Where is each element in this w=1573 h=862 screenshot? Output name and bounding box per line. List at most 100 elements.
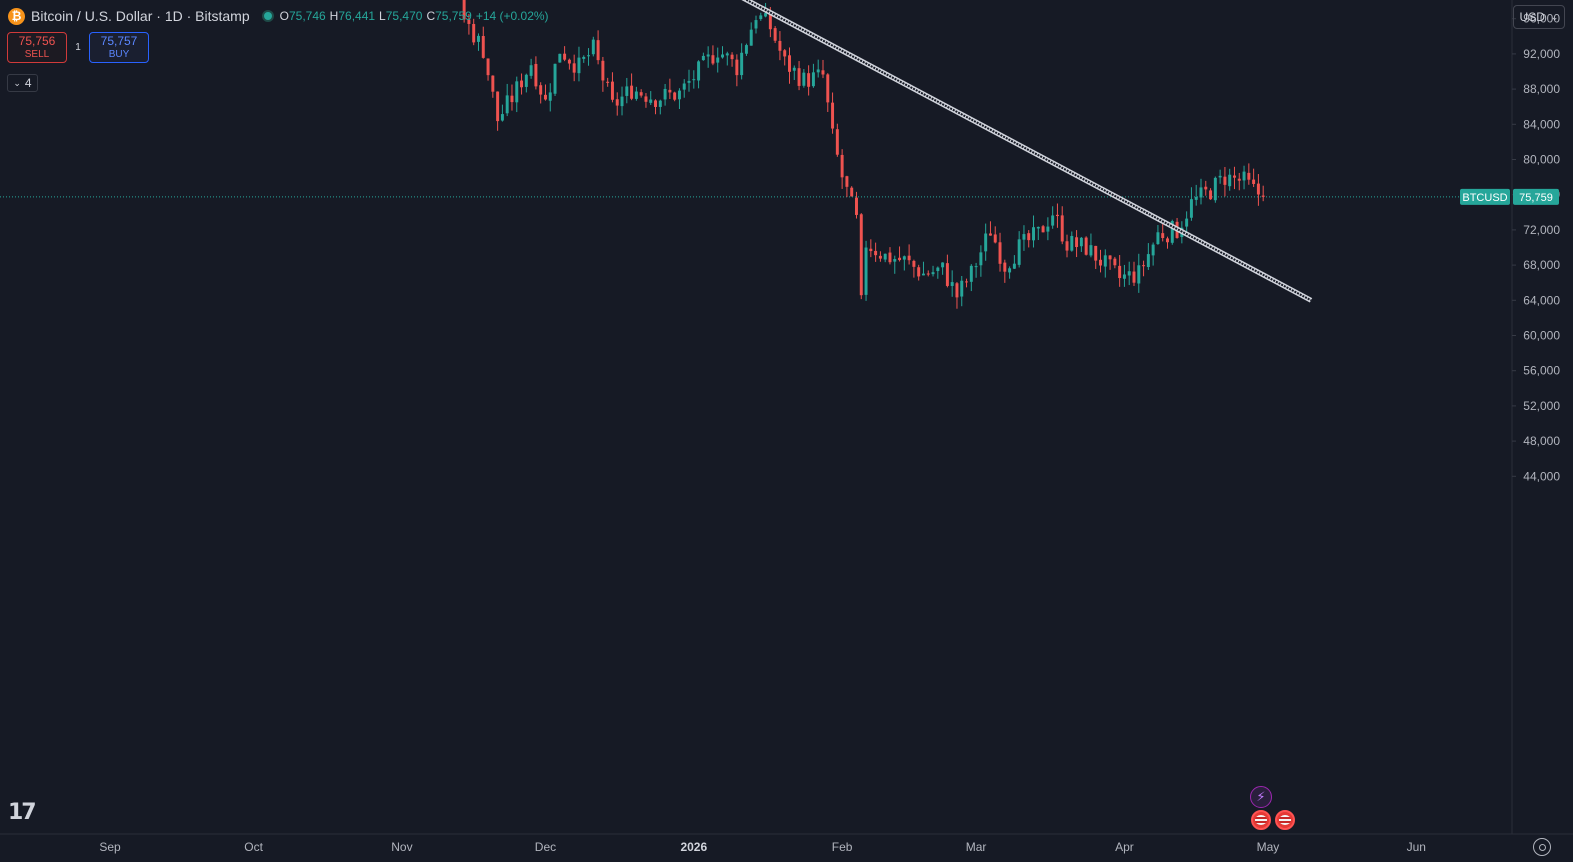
candle-body — [539, 85, 543, 95]
trendline[interactable] — [278, 0, 1313, 303]
candle-body — [945, 263, 949, 286]
candle-body — [792, 67, 796, 71]
candle-body — [730, 54, 734, 60]
symbol-badge — [1460, 188, 1510, 205]
candle-body — [548, 92, 552, 101]
candle-body — [960, 280, 964, 297]
symbol-badge-label: BTCUSD — [1462, 192, 1507, 204]
candle-body — [1075, 237, 1079, 248]
y-tick-label: 72,000 — [1523, 223, 1560, 237]
candle-body — [587, 55, 591, 57]
buy-button[interactable]: 75,757 BUY — [89, 32, 149, 63]
candle-body — [716, 57, 720, 63]
close-label: C — [426, 9, 436, 23]
candle-body — [955, 283, 959, 298]
candle-body — [644, 96, 648, 102]
sell-button[interactable]: 75,756 SELL — [7, 32, 67, 63]
candle-body — [639, 92, 643, 96]
candle-body — [1022, 234, 1026, 240]
candle-body — [802, 72, 806, 86]
low-label: L — [379, 9, 386, 23]
candle-body — [1027, 233, 1031, 241]
y-tick-label: 88,000 — [1523, 82, 1560, 96]
candle-body — [988, 233, 992, 236]
candle-body — [831, 102, 835, 129]
sell-price: 75,756 — [18, 33, 56, 48]
candle-body — [1003, 262, 1007, 272]
candle-body — [912, 260, 916, 267]
candle-body — [984, 233, 988, 252]
candle-body — [936, 267, 940, 272]
x-tick-label: Jun — [1407, 840, 1426, 854]
candle-body — [682, 83, 686, 90]
candle-body — [974, 266, 978, 268]
candle-body — [797, 68, 801, 86]
lightning-event-icon[interactable]: ⚡ — [1250, 786, 1272, 808]
candle-body — [606, 81, 610, 83]
candle-body — [706, 54, 710, 57]
candle-body — [630, 85, 634, 99]
candle-body — [543, 94, 547, 100]
candle-body — [481, 36, 485, 58]
candle-body — [921, 273, 925, 276]
candle-body — [740, 52, 744, 76]
candle-body — [663, 88, 667, 100]
candle-body — [778, 40, 782, 51]
candle-body — [567, 59, 571, 64]
candle-body — [1146, 254, 1150, 267]
candle-body — [615, 99, 619, 106]
candle-body — [1185, 218, 1189, 227]
candle-body — [931, 272, 935, 275]
y-axis[interactable]: 44,000 48,000 52,000 56,000 60,000 64,000 68,0… — [1512, 0, 1560, 483]
y-tick-label: 64,000 — [1523, 293, 1560, 307]
candle-body — [1118, 265, 1122, 279]
indicators-toggle[interactable]: ⌄ 4 — [7, 74, 38, 92]
candle-body — [759, 15, 763, 20]
candle-body — [826, 74, 830, 103]
x-axis[interactable]: Sep Oct Nov Dec 2026 Feb Mar Apr May Jun — [99, 840, 1426, 854]
candle-body — [1151, 244, 1155, 256]
candle-body — [462, 0, 466, 20]
gear-icon[interactable] — [1533, 838, 1551, 856]
candle-body — [1137, 265, 1141, 284]
x-tick-label: Sep — [99, 840, 121, 854]
trendline-outer[interactable] — [278, 0, 1313, 303]
candle-body — [486, 58, 490, 76]
candle-body — [735, 59, 739, 76]
candle-body — [1099, 259, 1102, 266]
candle-body — [1247, 172, 1251, 180]
candle-body — [1161, 233, 1165, 239]
candle-body — [1012, 263, 1016, 269]
candle-body — [1189, 199, 1193, 218]
candle-body — [1089, 245, 1093, 256]
candle-body — [1036, 226, 1040, 229]
candle-body — [1017, 239, 1021, 265]
candle-body — [467, 19, 471, 24]
us-flag-icon[interactable] — [1275, 810, 1295, 830]
candle-body — [510, 95, 514, 103]
price-badges: BTCUSD 75,759 — [1460, 188, 1559, 205]
ohlc-values: O75,746 H76,441 L75,470 C75,759 +14 (+0.… — [280, 9, 549, 23]
candle-body — [491, 75, 495, 92]
candle-body — [835, 129, 839, 155]
tradingview-logo-icon[interactable]: 17 — [8, 800, 37, 825]
buy-price: 75,757 — [100, 33, 138, 48]
candle-body — [1166, 238, 1169, 243]
candle-body — [1237, 178, 1241, 181]
candle-body — [625, 86, 629, 96]
candle-body — [1084, 237, 1088, 255]
candle-body — [1094, 245, 1098, 261]
events-markers: ⚡ — [1249, 786, 1299, 834]
x-tick-label: Apr — [1115, 840, 1134, 854]
x-tick-label: Nov — [391, 840, 412, 854]
candle-body — [1213, 177, 1217, 201]
candle-body — [1223, 176, 1227, 185]
x-tick-label: May — [1257, 840, 1280, 854]
candle-body — [874, 250, 878, 256]
candle-body — [1079, 237, 1083, 247]
currency-selector[interactable]: USD ⌄ — [1513, 5, 1565, 29]
symbol-title[interactable]: Bitcoin / U.S. Dollar · 1D · Bitstamp — [31, 8, 250, 24]
candle-body — [1256, 183, 1260, 195]
us-flag-icon[interactable] — [1251, 810, 1271, 830]
